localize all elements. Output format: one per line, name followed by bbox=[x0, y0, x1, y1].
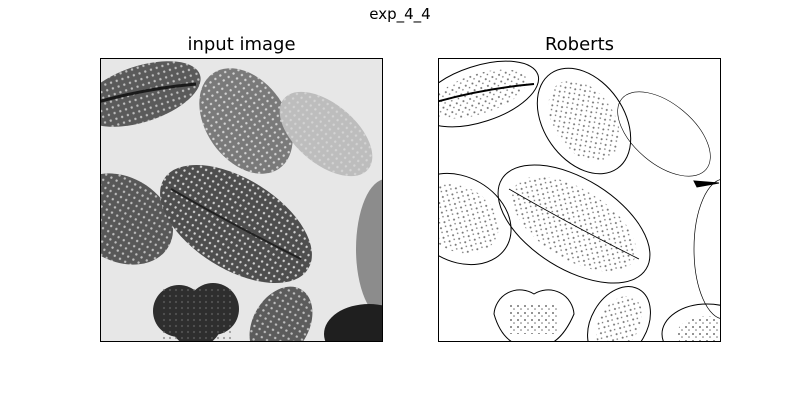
figure-title: exp_4_4 bbox=[369, 5, 431, 23]
roberts-image-axes bbox=[438, 58, 721, 342]
panel-title-input: input image bbox=[187, 34, 296, 55]
input-image bbox=[101, 59, 382, 341]
panel-title-roberts: Roberts bbox=[544, 34, 615, 55]
input-image-axes bbox=[100, 58, 383, 342]
roberts-image bbox=[439, 59, 720, 341]
